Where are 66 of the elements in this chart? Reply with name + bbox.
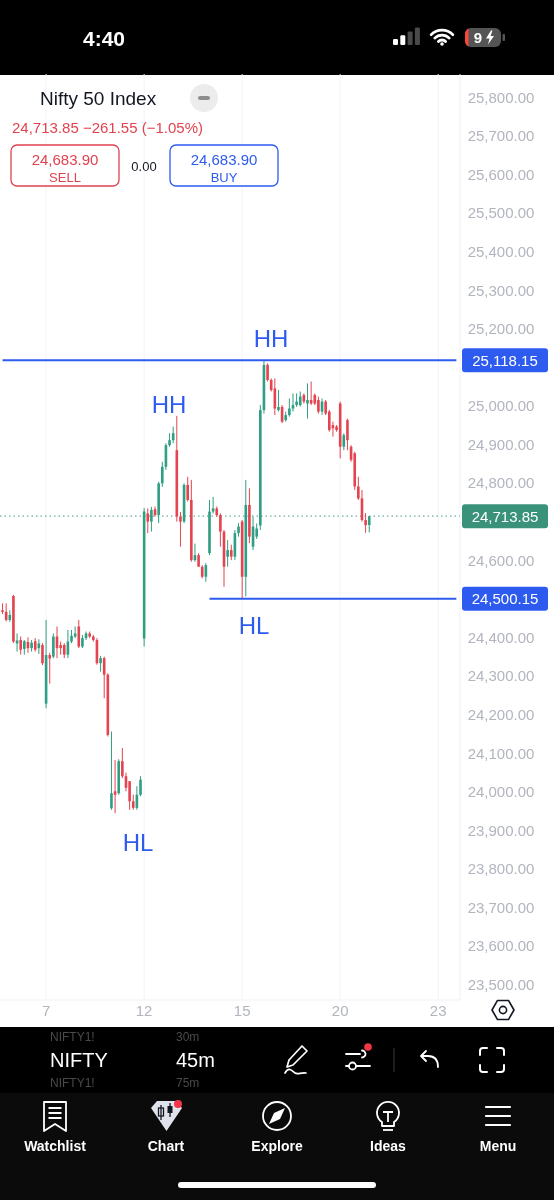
annotation: HH <box>151 390 187 418</box>
text: 75m <box>176 1076 200 1090</box>
y-tick-label: 25,800.00 <box>467 88 535 106</box>
text: Explore <box>251 1138 303 1154</box>
y-tick-label: 23,700.00 <box>467 898 535 916</box>
x-tick-label: 23 <box>429 1001 447 1019</box>
candlestick <box>288 397 291 418</box>
candlestick <box>266 362 269 383</box>
y-tick-label: 25,600.00 <box>467 165 535 183</box>
candlestick <box>41 642 44 666</box>
y-tick-label: 24,900.00 <box>467 435 535 453</box>
y-tick-label: 24,000.00 <box>467 783 535 801</box>
y-tick-label: 24,200.00 <box>467 705 535 723</box>
candlestick <box>110 730 113 811</box>
candlestick <box>19 636 22 656</box>
y-tick-label: 24,100.00 <box>467 744 535 762</box>
y-tick-label: 25,700.00 <box>467 127 535 145</box>
text: 24,713.85 −261.55 (−1.05%) <box>12 118 203 136</box>
candlestick <box>277 389 280 413</box>
candlestick <box>48 652 52 685</box>
annotation: 24,683.90 <box>190 150 258 168</box>
y-tick-label: 25,500.00 <box>467 204 535 222</box>
y-tick-label: 24,800.00 <box>467 474 535 492</box>
y-tick-label: 24,600.00 <box>467 551 535 569</box>
annotation: HL <box>238 611 270 639</box>
text: Ideas <box>370 1138 407 1154</box>
x-tick-label: 15 <box>233 1001 251 1019</box>
text: Chart <box>147 1138 185 1154</box>
y-tick-label: 24,400.00 <box>467 628 535 646</box>
y-tick-label: 24,300.00 <box>467 667 535 685</box>
y-tick-label: 23,900.00 <box>467 821 535 839</box>
data-label: 25,118.15 <box>472 351 538 369</box>
text: Nifty 50 Index <box>40 87 157 109</box>
candlestick <box>179 511 182 548</box>
text: Watchlist <box>24 1138 87 1154</box>
text: NIFTY1! <box>50 1030 95 1044</box>
annotation: HL <box>122 828 154 856</box>
candlestick <box>226 539 229 568</box>
candlestick <box>52 632 55 659</box>
y-tick-label: 23,500.00 <box>467 976 535 994</box>
y-tick-label: 25,000.00 <box>467 397 535 415</box>
annotation: SELL <box>49 169 81 185</box>
text: 30m <box>176 1030 200 1044</box>
y-tick-label: 25,400.00 <box>467 242 535 260</box>
x-tick-label: 20 <box>331 1001 349 1019</box>
x-tick-label: 7 <box>41 1001 51 1019</box>
candlestick <box>306 382 309 420</box>
annotation: HH <box>253 324 289 352</box>
candlestick <box>186 476 190 502</box>
text: NIFTY1! <box>50 1076 95 1090</box>
annotation: BUY <box>210 169 238 185</box>
x-tick-label: 12 <box>135 1001 153 1019</box>
text: 9 <box>473 29 483 46</box>
data-label: 24,500.15 <box>471 590 539 608</box>
text: 4:40 <box>82 26 126 50</box>
candlestick <box>346 418 349 451</box>
annotation: 0.00 <box>131 158 157 174</box>
annotation: 24,683.90 <box>31 150 99 168</box>
y-tick-label: 23,800.00 <box>467 860 535 878</box>
y-tick-label: 25,300.00 <box>467 281 535 299</box>
y-tick-label: 23,600.00 <box>467 937 535 955</box>
text: 45m <box>176 1049 215 1071</box>
ref-line-label: 24,713.85 <box>471 507 539 525</box>
text: Menu <box>479 1138 517 1154</box>
y-tick-label: 25,200.00 <box>467 320 535 338</box>
text: NIFTY <box>50 1049 108 1071</box>
